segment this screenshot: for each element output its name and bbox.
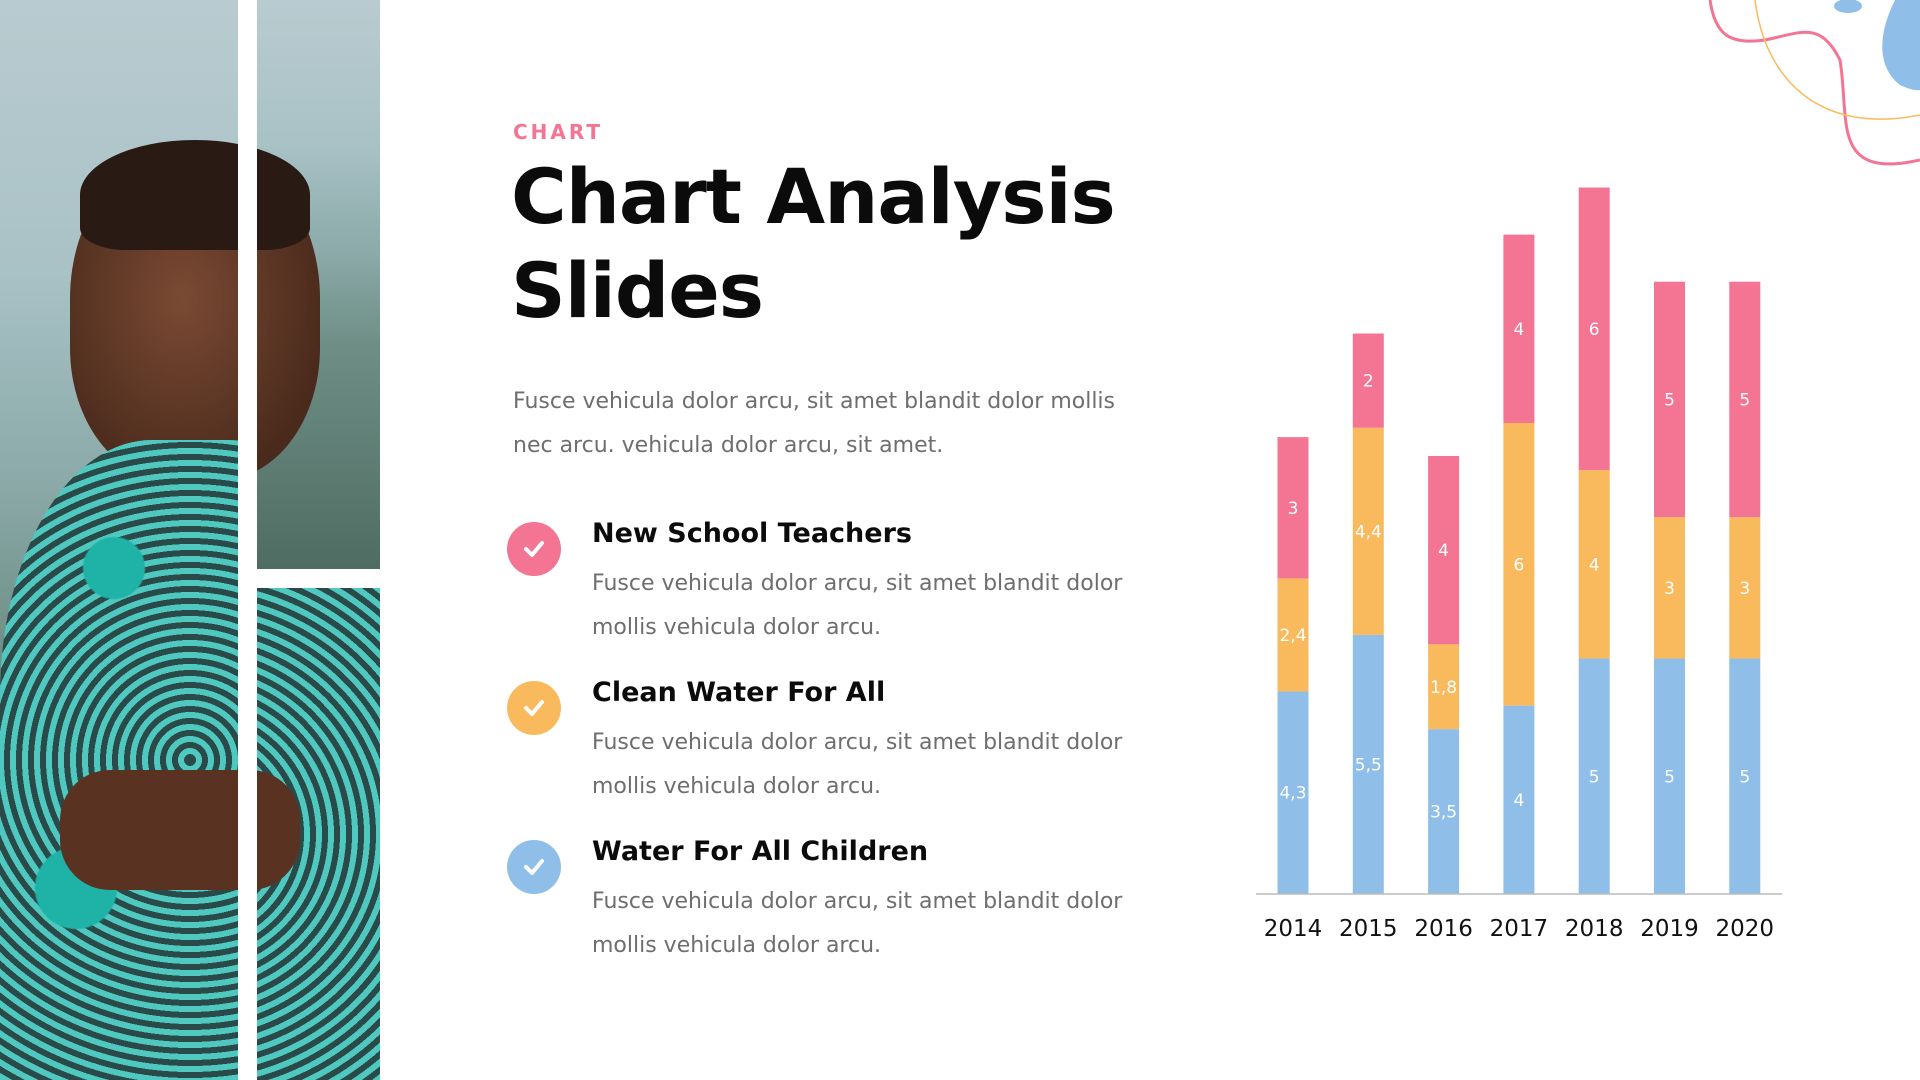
bar-segment	[1503, 705, 1535, 894]
bar-segment	[1428, 644, 1460, 730]
data-label: 4	[1513, 791, 1524, 811]
data-label: 5,5	[1355, 755, 1382, 775]
bar-segment	[1503, 423, 1535, 706]
x-tick-label: 2020	[1716, 916, 1775, 942]
decorative-blobs	[1708, 0, 1920, 166]
photo-boy-left	[0, 0, 238, 1080]
data-label: 5	[1739, 390, 1750, 410]
data-label: 5	[1664, 767, 1675, 787]
data-label: 5	[1739, 767, 1750, 787]
check-icon	[507, 522, 561, 576]
data-label: 3,5	[1430, 803, 1457, 823]
data-label: 4	[1513, 320, 1524, 340]
bar-segment	[1729, 658, 1761, 894]
bar-segment	[1352, 427, 1384, 635]
bar-segment	[1352, 333, 1384, 428]
data-label: 2,4	[1279, 626, 1306, 646]
x-tick-label: 2018	[1565, 916, 1624, 942]
feature-title: Clean Water For All	[592, 677, 886, 708]
bar-segment	[1352, 634, 1384, 894]
bar-segment	[1277, 691, 1309, 894]
data-label: 4	[1438, 541, 1449, 561]
x-tick-label: 2014	[1264, 916, 1323, 942]
data-label: 3	[1739, 579, 1750, 599]
bar-segment	[1578, 658, 1610, 894]
data-label: 6	[1513, 555, 1524, 575]
data-label: 3	[1288, 499, 1299, 519]
data-label: 1,8	[1430, 678, 1457, 698]
data-label: 4,4	[1355, 522, 1382, 542]
bar-segment	[1654, 658, 1685, 894]
feature-description: Fusce vehicula dolor arcu, sit amet blan…	[592, 730, 1123, 799]
data-label: 4,3	[1279, 784, 1306, 804]
data-label: 3	[1664, 579, 1675, 599]
bar-segment	[1428, 729, 1460, 894]
x-tick-label: 2016	[1414, 916, 1473, 942]
bar-segment	[1578, 187, 1610, 471]
photo-boy-top-right	[257, 0, 380, 569]
x-tick-label: 2015	[1339, 916, 1398, 942]
bar-segment	[1654, 281, 1685, 518]
bar-segment	[1503, 234, 1535, 423]
x-tick-label: 2019	[1640, 916, 1699, 942]
feature-description: Fusce vehicula dolor arcu, sit amet blan…	[592, 889, 1123, 958]
title-line-2: Slides	[511, 246, 764, 335]
bar-segment	[1729, 517, 1761, 659]
data-label: 5	[1589, 767, 1600, 787]
x-tick-label: 2017	[1490, 916, 1549, 942]
bar-segment	[1277, 437, 1309, 579]
feature-description: Fusce vehicula dolor arcu, sit amet blan…	[592, 571, 1123, 640]
data-label: 4	[1589, 555, 1600, 575]
data-label: 5	[1664, 390, 1675, 410]
title-line-1: Chart Analysis	[511, 152, 1116, 241]
data-label: 2	[1363, 372, 1374, 392]
bar-segment	[1654, 517, 1685, 659]
stacked-bar-chart: 4,3 2,4 3 2014 5,5 4,4 2 2015 3,5 1,8 4 2016 4 6 4 2017…	[1256, 187, 1782, 942]
bar-segment	[1729, 281, 1761, 518]
feature-title: Water For All Children	[592, 836, 929, 867]
bar-segment	[1578, 470, 1610, 659]
check-icon	[507, 840, 561, 894]
bar-segment	[1428, 455, 1460, 645]
photo-boy-bottom-right	[257, 588, 380, 1080]
page-title: Chart Analysis Slides	[511, 150, 1116, 338]
check-icon	[507, 681, 561, 735]
section-eyebrow: CHART	[513, 120, 604, 144]
data-label: 6	[1589, 320, 1600, 340]
feature-title: New School Teachers	[592, 518, 912, 549]
bar-segment	[1277, 578, 1309, 692]
lead-paragraph: Fusce vehicula dolor arcu, sit amet blan…	[513, 389, 1116, 458]
